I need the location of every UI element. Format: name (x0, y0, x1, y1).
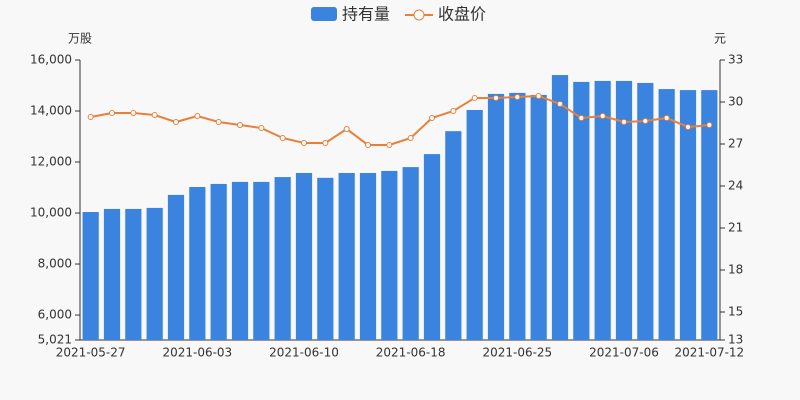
y-tick-label: 5,021 (38, 333, 72, 347)
bar (487, 93, 505, 340)
bar (551, 75, 569, 340)
line-point (429, 114, 435, 121)
line-point (450, 107, 457, 114)
y2-tick-label: 27 (728, 137, 743, 151)
line-point (535, 92, 542, 99)
x-tick-label: 2021-06-03 (162, 346, 232, 360)
line-point (151, 112, 158, 119)
line-point (642, 118, 649, 125)
bar (679, 90, 697, 341)
line-point (215, 119, 222, 126)
x-tick-label: 2021-06-25 (482, 346, 552, 360)
line-point (386, 141, 393, 148)
line-point (578, 114, 585, 121)
line-point (301, 140, 307, 147)
bar (615, 80, 633, 340)
legend-swatch-marker (413, 9, 425, 21)
x-tick-label: 2021-06-10 (269, 346, 339, 360)
line-point (237, 121, 243, 128)
line-point (471, 94, 478, 101)
line-point (599, 113, 606, 119)
y2-unit: 元 (714, 32, 726, 46)
y-tick-label: 14,000 (30, 104, 72, 118)
bar (359, 172, 377, 340)
line-point (621, 119, 627, 126)
bar (445, 131, 462, 340)
bar (274, 177, 291, 340)
bar (381, 170, 398, 340)
bar (210, 183, 227, 340)
legend-label: 持有量 (342, 5, 390, 24)
bar (295, 172, 313, 340)
x-tick-label: 2021-06-18 (376, 346, 446, 360)
bar (658, 89, 675, 340)
y-unit: 万股 (68, 32, 92, 46)
bar (402, 167, 419, 340)
line-point (365, 141, 371, 148)
line-point (279, 134, 286, 141)
line-point (685, 124, 691, 131)
y-tick-label: 8,000 (38, 257, 72, 271)
x-tick-label: 2021-05-27 (56, 346, 126, 360)
line-point (322, 140, 329, 147)
bar (82, 211, 99, 340)
bar (423, 154, 441, 340)
bar (466, 109, 483, 341)
bar (701, 90, 718, 341)
bar (125, 208, 142, 340)
line-point (173, 119, 179, 126)
bar (573, 81, 590, 341)
bar (338, 172, 355, 340)
bar (146, 207, 163, 340)
line-point (194, 113, 201, 119)
bar (530, 94, 547, 341)
line (90, 94, 710, 146)
x-tick-label: 2021-07-12 (674, 346, 744, 360)
y2-tick-label: 33 (728, 53, 743, 67)
line-point (407, 134, 414, 141)
y2-tick-label: 30 (728, 95, 743, 109)
bar (231, 181, 249, 340)
line-point (87, 113, 94, 120)
y-tick-label: 10,000 (30, 206, 72, 220)
line-point (514, 93, 521, 100)
y2-tick-label: 24 (728, 179, 743, 193)
line-point (343, 126, 350, 133)
line-point (663, 114, 670, 121)
bar (317, 177, 334, 340)
line-point (258, 125, 265, 132)
bar (167, 194, 185, 340)
y-tick-label: 12,000 (30, 155, 72, 169)
bar (509, 92, 526, 340)
y2-tick-label: 15 (728, 305, 743, 319)
bar (253, 181, 270, 340)
bar (189, 187, 206, 340)
y-tick-label: 6,000 (38, 308, 72, 322)
bar (637, 82, 654, 340)
y2-tick-label: 13 (728, 333, 743, 347)
y-tick-label: 16,000 (30, 53, 72, 67)
bar (103, 208, 121, 340)
line-point (706, 121, 713, 128)
line-point (557, 100, 563, 107)
y2-tick-label: 18 (728, 263, 743, 277)
line-point (493, 94, 499, 101)
line-point (130, 110, 137, 117)
legend-label: 收盘价 (438, 5, 486, 24)
line-point (109, 110, 115, 117)
legend-swatch-bar (311, 7, 337, 21)
x-tick-label: 2021-07-06 (589, 346, 659, 360)
y2-tick-label: 21 (728, 221, 743, 235)
bar (594, 80, 611, 340)
